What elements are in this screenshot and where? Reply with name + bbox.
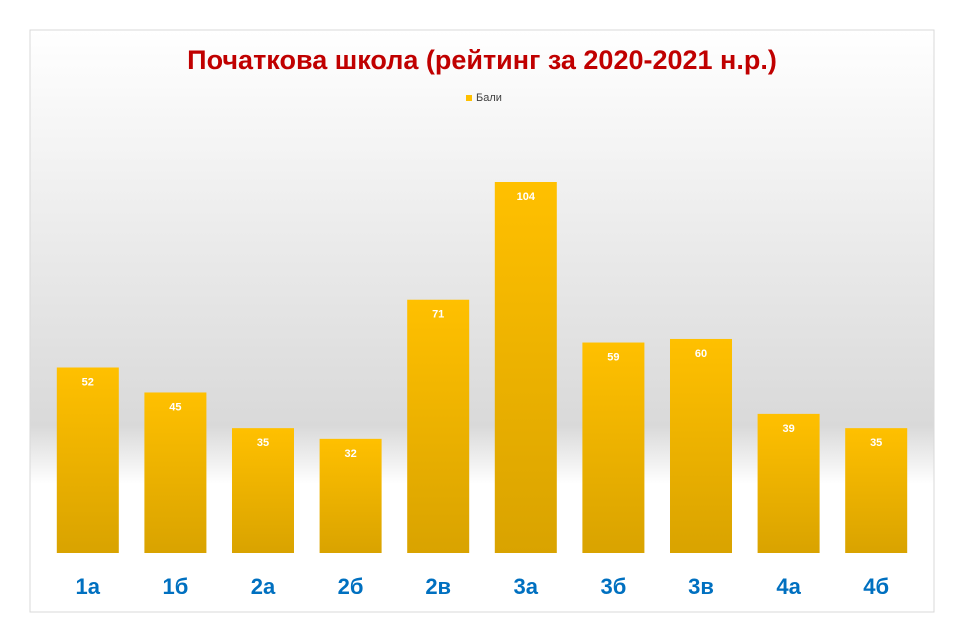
data-label: 35 xyxy=(257,437,269,449)
bar xyxy=(407,299,470,553)
bar xyxy=(582,342,645,553)
bar xyxy=(319,438,382,553)
legend-label: Бали xyxy=(476,92,502,104)
data-label: 39 xyxy=(782,423,794,435)
bar xyxy=(494,182,557,553)
x-tick-label: 1б xyxy=(162,574,188,599)
x-tick-label: 1а xyxy=(76,574,101,599)
bar xyxy=(845,428,908,553)
legend-swatch xyxy=(466,95,472,101)
x-tick-label: 2в xyxy=(425,574,451,599)
data-label: 104 xyxy=(517,191,536,203)
x-tick-label: 2а xyxy=(251,574,276,599)
x-tick-label: 4а xyxy=(776,574,801,599)
data-label: 32 xyxy=(344,448,356,460)
data-label: 35 xyxy=(870,437,882,449)
x-tick-label: 2б xyxy=(338,574,364,599)
data-label: 52 xyxy=(82,376,94,388)
data-label: 71 xyxy=(432,309,444,321)
bar xyxy=(144,392,207,553)
data-label: 45 xyxy=(169,401,181,413)
x-tick-label: 3в xyxy=(688,574,714,599)
bar xyxy=(56,367,119,553)
chart-title: Початкова школа (рейтинг за 2020-2021 н.… xyxy=(187,45,777,75)
data-label: 60 xyxy=(695,348,707,360)
bar xyxy=(670,338,732,553)
x-tick-label: 4б xyxy=(863,574,889,599)
x-tick-label: 3а xyxy=(514,574,539,599)
data-label: 59 xyxy=(607,351,619,363)
x-tick-label: 3б xyxy=(600,574,626,599)
bar xyxy=(232,428,294,553)
bar xyxy=(757,413,820,553)
